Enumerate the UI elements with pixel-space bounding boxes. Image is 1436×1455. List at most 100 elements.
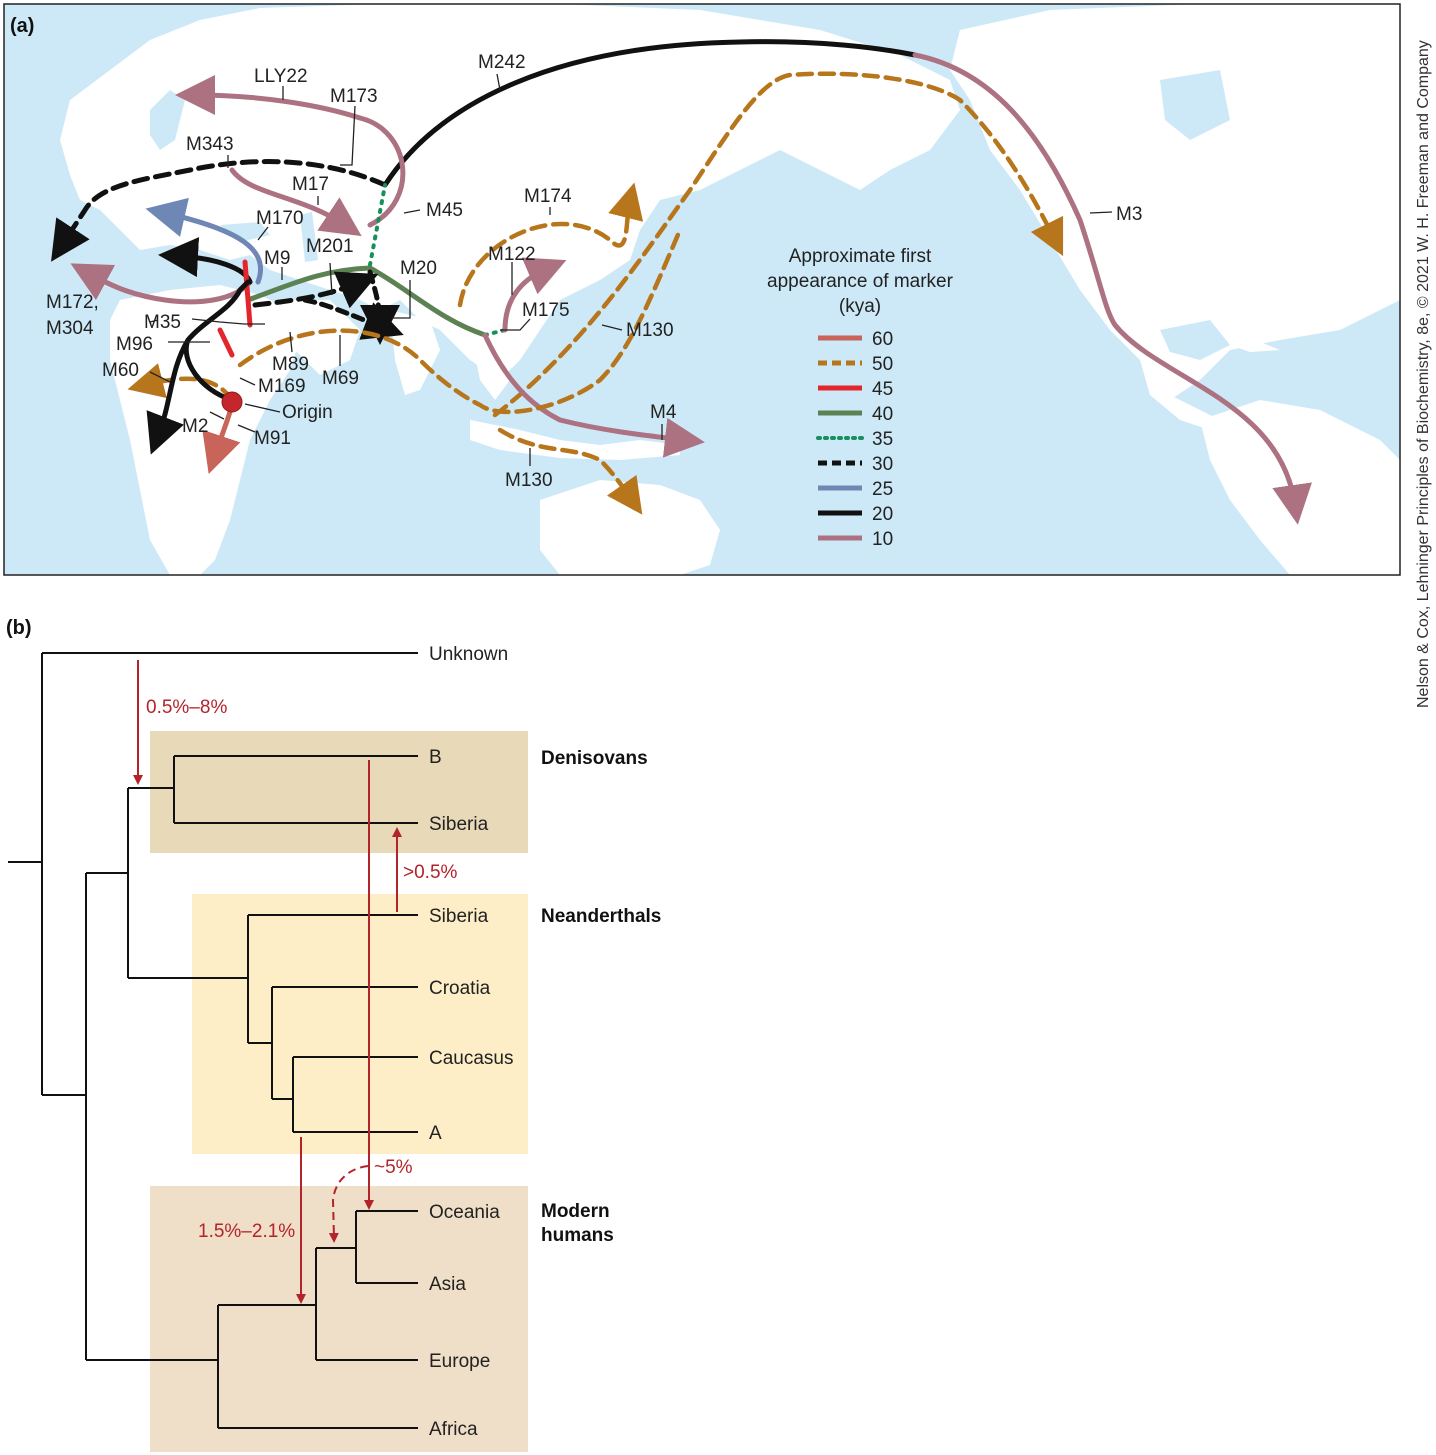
label-m172-line1: M172, <box>46 292 99 313</box>
label-m130-south: M130 <box>505 470 553 491</box>
flow-dashed-to-modern <box>328 1165 369 1243</box>
leaf-oceania: Oceania <box>429 1202 500 1223</box>
label-m60: M60 <box>102 360 139 381</box>
north-america-land <box>950 4 1400 400</box>
route-m4 <box>482 332 705 458</box>
eurasia-land <box>60 4 960 380</box>
label-m69: M69 <box>322 368 359 389</box>
label-m174: M174 <box>524 186 572 207</box>
label-m96: M96 <box>116 334 153 355</box>
leaf-labels: Unknown B Siberia Siberia Croatia Caucas… <box>429 644 514 1440</box>
legend-title-line1: Approximate first <box>789 246 932 267</box>
route-m2 <box>158 279 251 436</box>
legend-label-30: 30 <box>872 454 893 475</box>
route-m130-americas <box>492 71 1064 418</box>
britain-land <box>95 120 120 170</box>
label-m169: M169 <box>258 376 306 397</box>
origin-dot <box>221 391 243 413</box>
indonesia-land <box>470 420 680 460</box>
route-m170 <box>145 197 264 285</box>
group-denisovans: Denisovans <box>541 748 648 769</box>
label-m4: M4 <box>650 402 677 423</box>
tree-panel: (b) <box>6 617 661 1452</box>
leaf-unknown: Unknown <box>429 644 508 665</box>
leaf-caucasus: Caucasus <box>429 1048 514 1069</box>
seasia-land <box>470 330 510 400</box>
route-m172 <box>70 263 253 305</box>
group-modern-line1: Modern <box>541 1201 610 1222</box>
neanderthals-box <box>192 894 528 1154</box>
gulf-of-mexico <box>1160 320 1230 360</box>
route-m343 <box>51 159 388 262</box>
leaf-croatia: Croatia <box>429 978 491 999</box>
leaf-africa: Africa <box>429 1419 478 1440</box>
leaf-denisovan-siberia: Siberia <box>429 814 489 835</box>
panel-a-label: (a) <box>10 15 34 37</box>
legend-label-25: 25 <box>872 479 893 500</box>
australia-land <box>540 480 720 575</box>
legend-label-40: 40 <box>872 404 893 425</box>
migration-routes <box>51 39 1312 525</box>
legend-title-line2: appearance of marker <box>767 271 954 292</box>
gene-flow-arrows <box>133 660 402 1304</box>
label-m45: M45 <box>426 200 463 221</box>
label-m9: M9 <box>264 248 290 269</box>
leaf-a: A <box>429 1123 442 1144</box>
label-origin: Origin <box>282 402 333 423</box>
label-m91: M91 <box>254 428 291 449</box>
label-m122: M122 <box>488 244 536 265</box>
label-m173: M173 <box>330 86 378 107</box>
label-m89: M89 <box>272 354 309 375</box>
label-m35: M35 <box>144 312 181 333</box>
black-sea <box>220 222 270 242</box>
label-m175: M175 <box>522 300 570 321</box>
map-border <box>3 3 1401 576</box>
label-m343: M343 <box>186 134 234 155</box>
leaf-asia: Asia <box>429 1274 466 1295</box>
leader-lines <box>149 73 1113 466</box>
label-m17: M17 <box>292 174 329 195</box>
route-m20 <box>367 265 488 338</box>
label-m20: M20 <box>400 258 437 279</box>
gene-flow-labels: 0.5%–8% >0.5% ~5% 1.5%–2.1% <box>146 697 458 1242</box>
leaf-europe: Europe <box>429 1351 490 1372</box>
label-m2: M2 <box>182 416 208 437</box>
label-m3: M3 <box>1116 204 1142 225</box>
landmasses <box>60 4 1400 575</box>
caribbean-land <box>1230 342 1280 352</box>
route-m122 <box>502 257 567 333</box>
legend-label-60: 60 <box>872 329 893 350</box>
legend-label-50: 50 <box>872 354 893 375</box>
modern-humans-box <box>150 1186 528 1452</box>
route-to-india <box>302 297 404 340</box>
map-panel: (a) LLY22 M173 M242 M343 M17 M170 M45 M1… <box>3 3 1401 576</box>
route-m17 <box>229 167 362 237</box>
legend-entries: 60 50 45 40 35 30 25 20 10 <box>816 329 893 550</box>
route-m96 <box>217 327 235 358</box>
label-m201: M201 <box>306 236 354 257</box>
legend-label-35: 35 <box>872 429 893 450</box>
pct-neanderthal-to-modern: 1.5%–2.1% <box>198 1221 295 1242</box>
caspian-sea <box>300 212 318 262</box>
central-america-land <box>1140 360 1220 430</box>
label-m130-east: M130 <box>626 320 674 341</box>
pct-unknown-to-denisovan: 0.5%–8% <box>146 697 227 718</box>
marker-labels: (a) LLY22 M173 M242 M343 M17 M170 M45 M1… <box>10 15 1142 491</box>
panel-b-label: (b) <box>6 617 32 639</box>
route-m89-coast <box>237 227 683 415</box>
label-m242: M242 <box>478 52 526 73</box>
legend-title-line3: (kya) <box>839 296 881 317</box>
leaf-b: B <box>429 747 442 768</box>
route-m3 <box>912 52 1312 525</box>
legend-label-45: 45 <box>872 379 893 400</box>
route-m175 <box>483 328 507 337</box>
route-m174 <box>457 182 644 308</box>
group-labels: Denisovans Neanderthals Modern humans <box>541 748 661 1246</box>
label-m170: M170 <box>256 208 304 229</box>
pct-neanderthal-to-denisovan: >0.5% <box>403 862 458 883</box>
denisovans-box <box>150 731 528 853</box>
group-neanderthals: Neanderthals <box>541 906 661 927</box>
route-m242 <box>382 39 918 188</box>
leaf-neanderthal-siberia: Siberia <box>429 906 489 927</box>
